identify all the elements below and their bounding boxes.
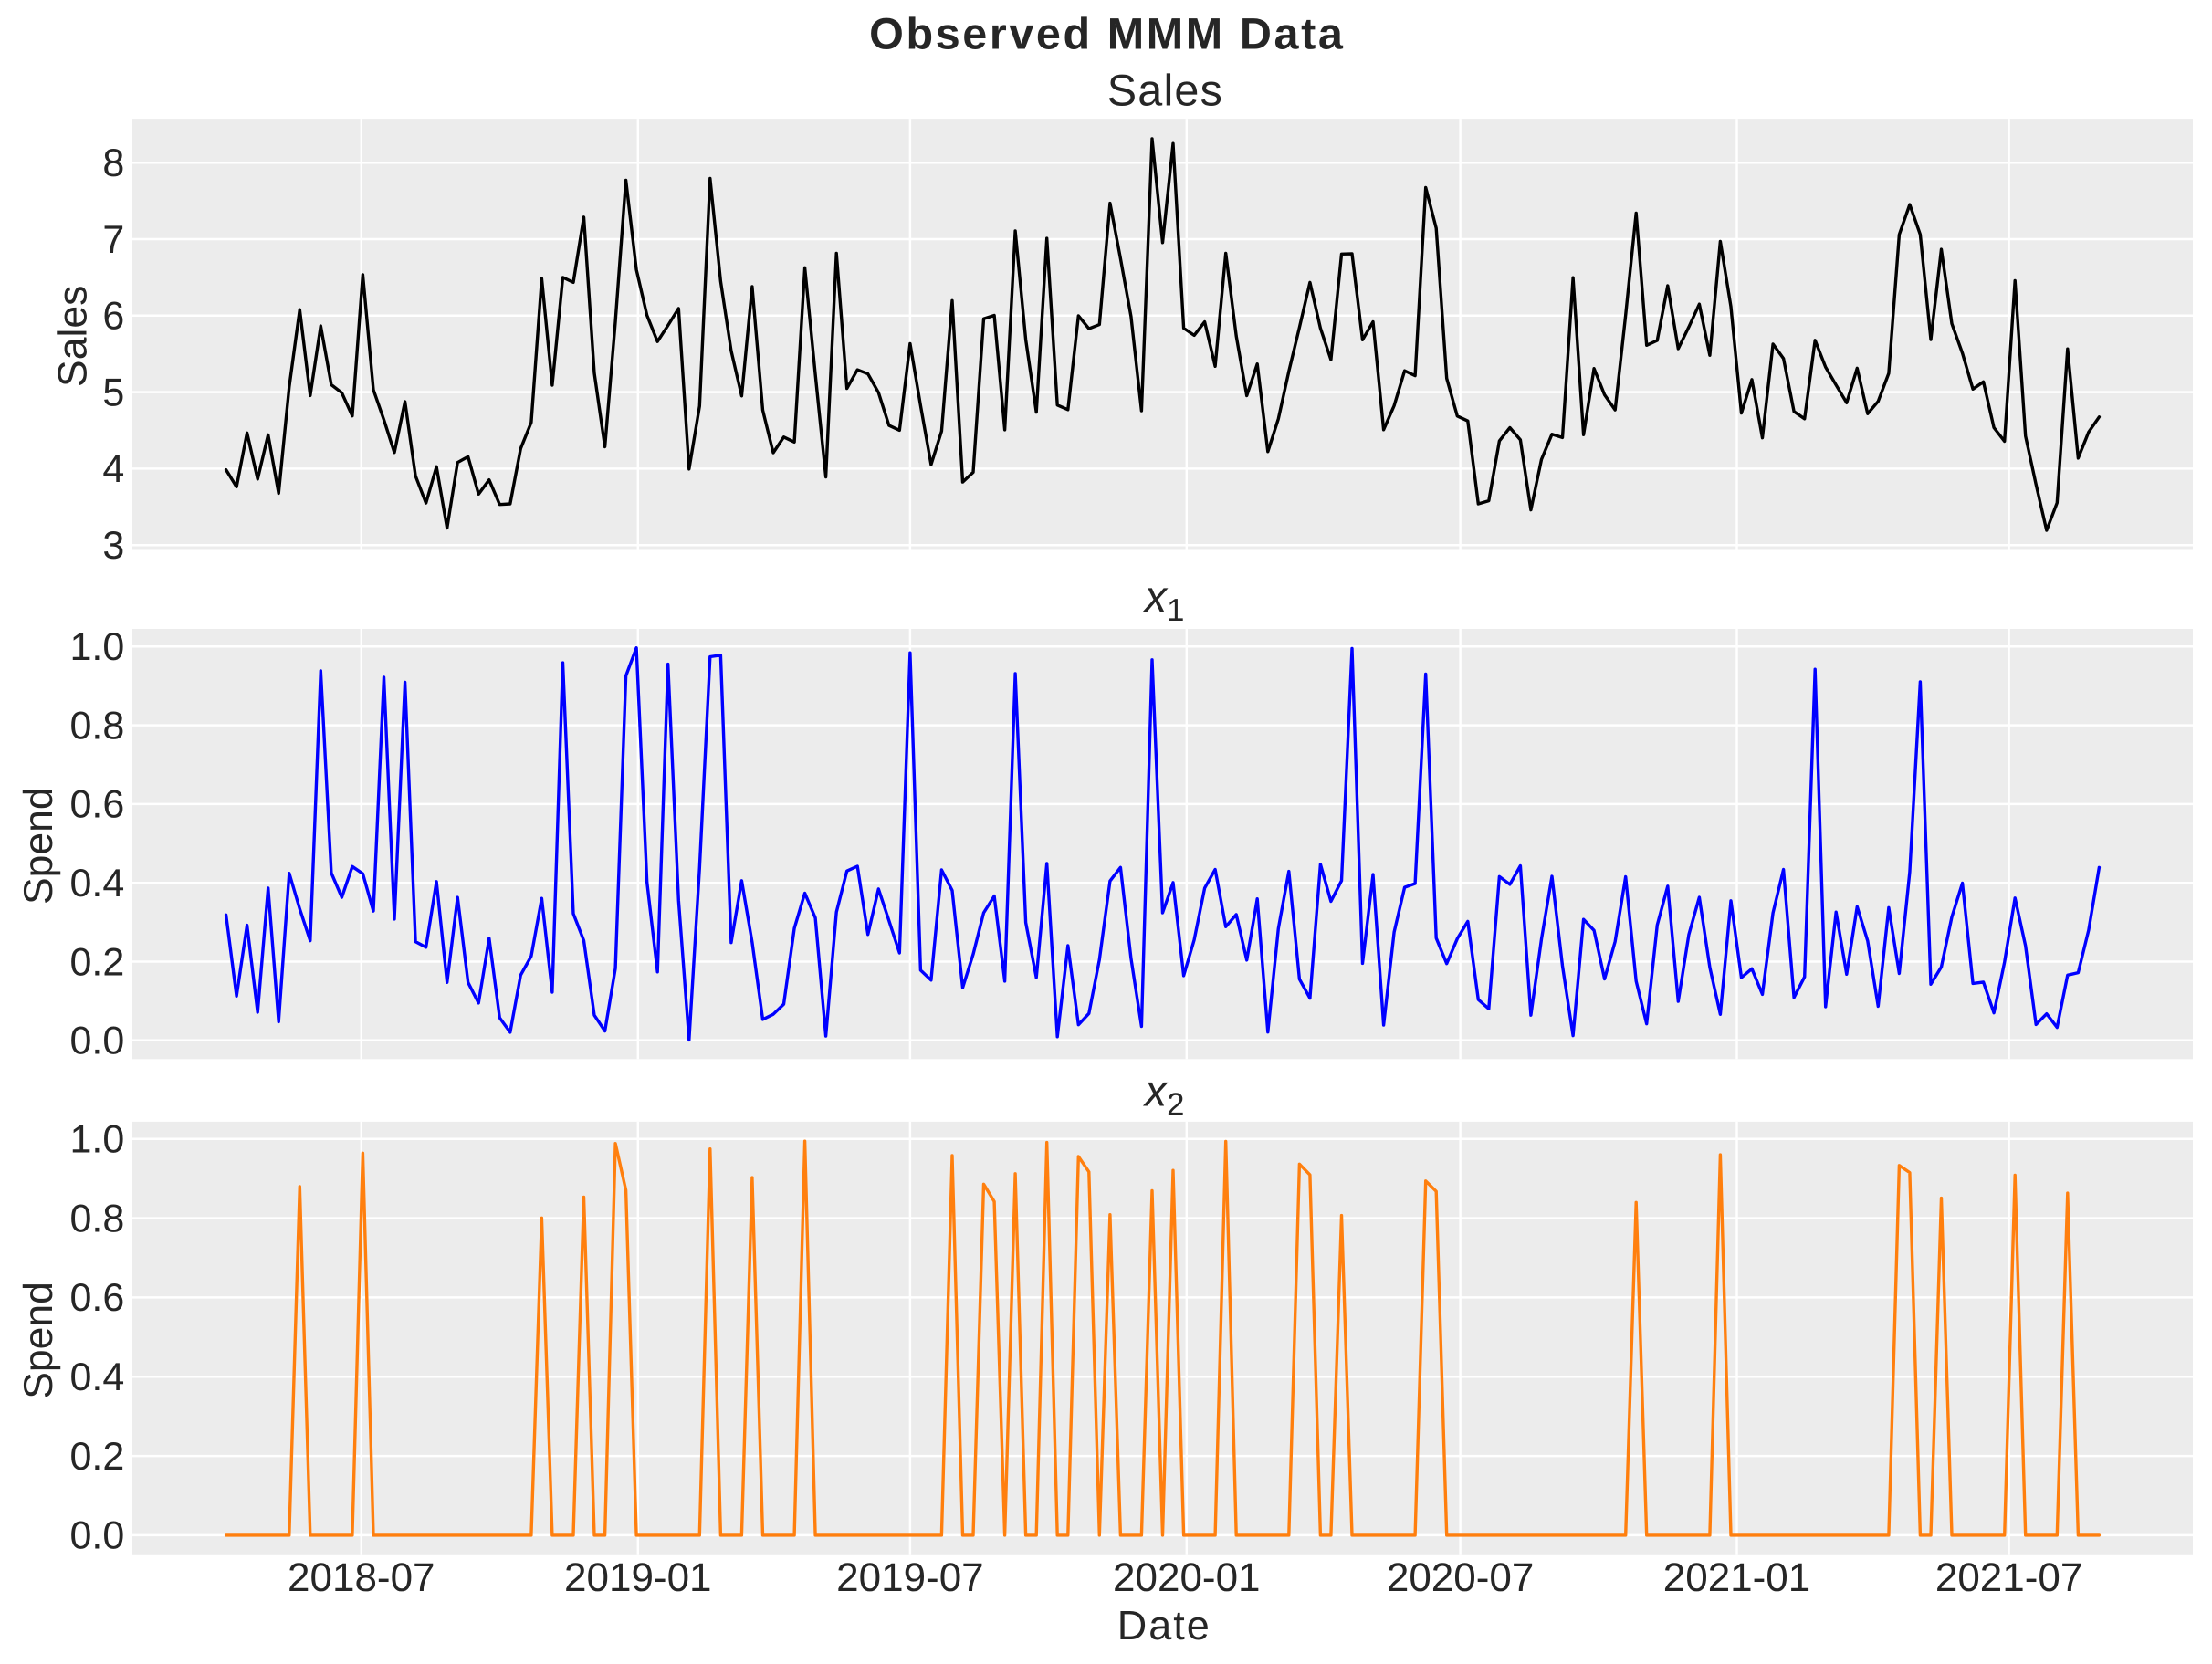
svg-text:Spend: Spend (16, 787, 61, 905)
svg-text:8: 8 (102, 141, 124, 185)
svg-text:0.8: 0.8 (70, 1197, 125, 1240)
svg-text:0.6: 0.6 (70, 783, 125, 827)
svg-text:0.8: 0.8 (70, 704, 125, 748)
svg-text:2021-01: 2021-01 (1663, 1555, 1810, 1600)
svg-text:Observed MMM Data: Observed MMM Data (869, 10, 1345, 59)
svg-text:2020-07: 2020-07 (1387, 1555, 1534, 1600)
svg-text:2019-07: 2019-07 (836, 1555, 983, 1600)
svg-text:3: 3 (102, 524, 124, 568)
svg-text:7: 7 (102, 218, 124, 262)
svg-text:1.0: 1.0 (70, 1118, 125, 1162)
svg-text:Date: Date (1117, 1602, 1211, 1648)
svg-text:0.2: 0.2 (70, 940, 125, 984)
svg-text:x1: x1 (1143, 572, 1185, 628)
svg-text:0.2: 0.2 (70, 1435, 125, 1479)
svg-text:0.0: 0.0 (70, 1514, 125, 1558)
svg-text:2019-01: 2019-01 (564, 1555, 711, 1600)
svg-text:6: 6 (102, 295, 124, 339)
svg-text:0.4: 0.4 (70, 862, 125, 905)
svg-text:5: 5 (102, 371, 124, 414)
svg-text:4: 4 (102, 447, 124, 491)
svg-text:0.0: 0.0 (70, 1020, 125, 1063)
svg-text:1.0: 1.0 (70, 625, 125, 669)
svg-text:2020-01: 2020-01 (1113, 1555, 1260, 1600)
svg-text:2018-07: 2018-07 (288, 1555, 435, 1600)
svg-text:Sales: Sales (51, 286, 96, 387)
svg-text:Sales: Sales (1107, 67, 1223, 116)
svg-text:2021-07: 2021-07 (1935, 1555, 2082, 1600)
svg-text:0.4: 0.4 (70, 1355, 125, 1399)
svg-text:Spend: Spend (16, 1282, 61, 1399)
svg-text:0.6: 0.6 (70, 1276, 125, 1320)
